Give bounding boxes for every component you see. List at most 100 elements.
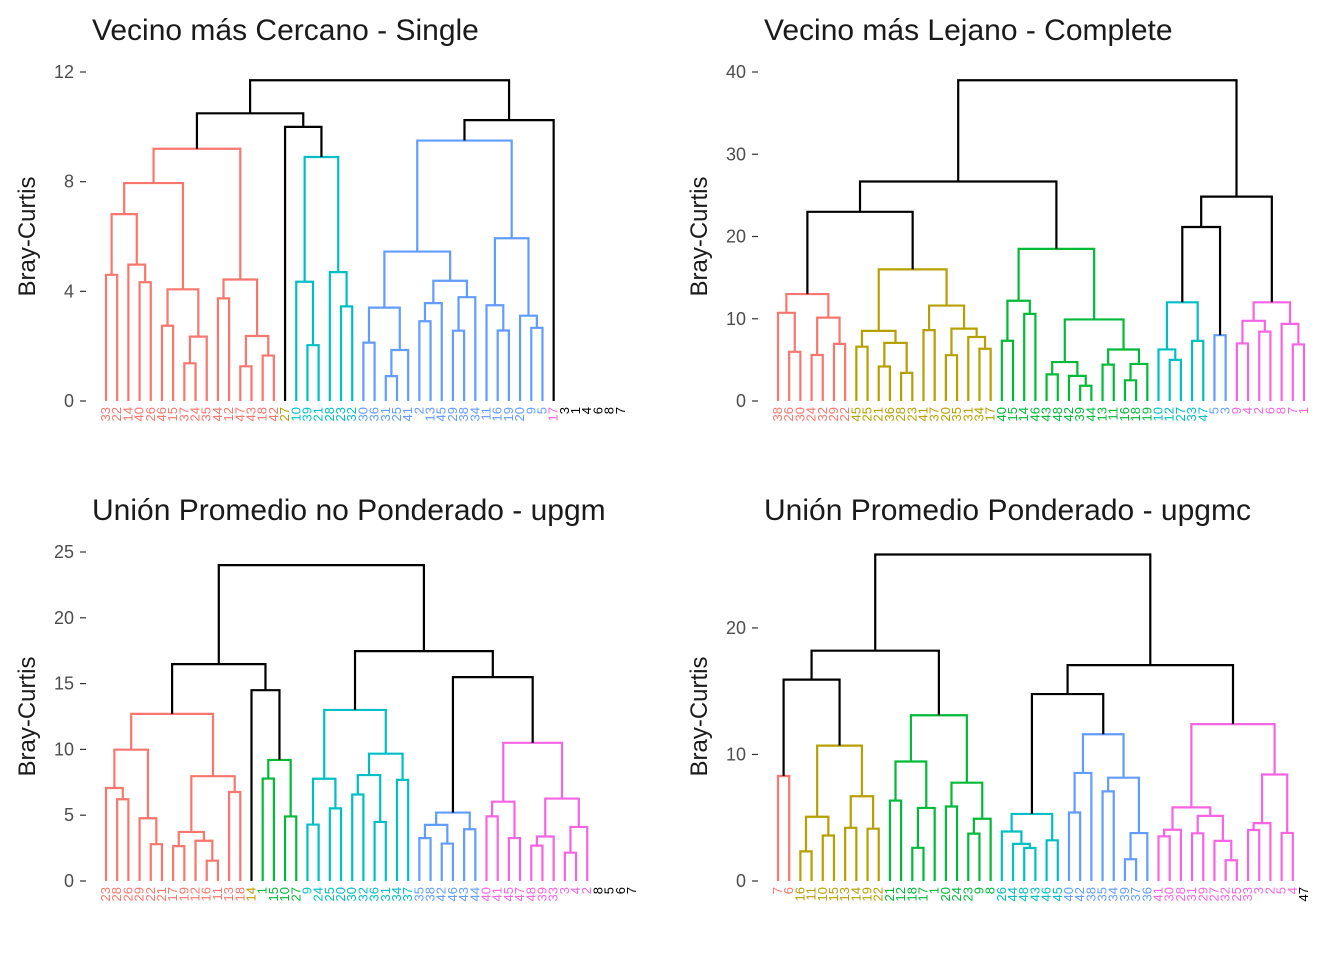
cluster-3-link xyxy=(283,815,298,881)
leaf-label: 6 xyxy=(613,887,628,894)
root-link xyxy=(1181,225,1222,336)
cluster-1-link xyxy=(810,353,824,401)
cluster-4-link xyxy=(362,341,376,401)
leaf-label: 8 xyxy=(602,407,617,414)
leaf-label: 9 xyxy=(1229,407,1244,414)
root-link xyxy=(217,564,426,665)
leaf-label: 38 xyxy=(1083,887,1098,901)
leaf-label: 37 xyxy=(176,407,191,421)
leaf-label: 31 xyxy=(378,407,393,421)
y-tick-label: 40 xyxy=(726,62,746,82)
leaf-label: 32 xyxy=(344,407,359,421)
leaf-label: 16 xyxy=(792,887,807,901)
cluster-5-link xyxy=(440,842,455,881)
leaf-label: 9 xyxy=(299,887,314,894)
leaf-label: 4 xyxy=(1285,887,1300,894)
chart-title: Vecino más Cercano - Single xyxy=(92,14,479,47)
leaf-label: 29 xyxy=(1195,887,1210,901)
cluster-3-link xyxy=(267,758,292,817)
cluster-4-link xyxy=(485,304,505,401)
y-tick-label: 20 xyxy=(726,227,746,247)
cluster-2-link xyxy=(877,268,948,331)
root-link xyxy=(810,649,940,716)
leaf-label: 40 xyxy=(994,407,1009,421)
cluster-2-link xyxy=(877,365,892,401)
cluster-4-link xyxy=(395,778,410,881)
leaf-label: 35 xyxy=(411,887,426,901)
cluster-6-link xyxy=(563,851,578,881)
leaf-label: 23 xyxy=(960,887,975,901)
leaf-label: 14 xyxy=(848,887,863,901)
leaf-label: 9 xyxy=(523,407,538,414)
leaf-label: 10 xyxy=(277,887,292,901)
panel-single: Vecino más Cercano - Single Bray-Curtis 0 4… xyxy=(0,0,672,480)
leaf-label: 39 xyxy=(534,887,549,901)
leaf-label: 43 xyxy=(1027,887,1042,901)
y-tick-label: 20 xyxy=(54,608,74,628)
cluster-2-link xyxy=(821,834,836,881)
leaf-label: 22 xyxy=(837,407,852,421)
y-tick-label: 5 xyxy=(64,805,74,825)
leaf-label: 34 xyxy=(1106,887,1121,901)
leaf-label: 24 xyxy=(188,407,203,421)
root-link xyxy=(806,210,914,295)
leaf-label: 14 xyxy=(1016,407,1031,421)
leaf-label: 25 xyxy=(389,407,404,421)
leaf-label: 11 xyxy=(804,887,819,901)
cluster-2-link xyxy=(816,744,864,817)
cluster-4-link xyxy=(1190,339,1205,401)
cluster-1-link xyxy=(113,748,150,819)
leaf-label: 5 xyxy=(534,407,549,414)
cluster-4-link xyxy=(493,237,530,316)
leaf-label: 12 xyxy=(1162,407,1177,421)
leaf-label: 43 xyxy=(1039,407,1054,421)
leaf-label: 4 xyxy=(1240,407,1255,414)
y-tick-label: 0 xyxy=(736,871,746,891)
leaf-label: 36 xyxy=(882,407,897,421)
leaf-label: 22 xyxy=(143,887,158,901)
y-tick-label: 12 xyxy=(54,62,74,82)
cluster-3-link xyxy=(1101,363,1115,401)
cluster-6-link xyxy=(1196,814,1224,841)
leaf-label: 17 xyxy=(915,887,930,901)
cluster-2-link xyxy=(883,341,908,373)
cluster-1-link xyxy=(785,292,830,318)
cluster-3-link xyxy=(1006,299,1031,341)
cluster-1-link xyxy=(205,859,220,881)
leaf-label: 18 xyxy=(904,887,919,901)
cluster-2-link xyxy=(866,827,880,881)
cluster-6-link xyxy=(1280,322,1300,401)
leaf-label: 38 xyxy=(423,887,438,901)
cluster-6-link xyxy=(1157,835,1171,881)
dendrogram-upgma: Unión Promedio no Ponderado - upgm Bray-C… xyxy=(14,494,639,901)
root-link xyxy=(957,79,1238,197)
cluster-6-link xyxy=(530,844,544,881)
leaf-label: 20 xyxy=(512,407,527,421)
leaf-label: 42 xyxy=(266,407,281,421)
leaf-label: 6 xyxy=(781,887,796,894)
leaf-label: 26 xyxy=(781,407,796,421)
leaf-label: 12 xyxy=(188,887,203,901)
cluster-5-link xyxy=(435,811,471,830)
leaf-label: 38 xyxy=(770,407,785,421)
leaf-label: 14 xyxy=(120,407,135,421)
cluster-2-link xyxy=(927,304,966,331)
cluster-4-link xyxy=(451,329,466,401)
leaf-label: 35 xyxy=(199,407,214,421)
cluster-3-link xyxy=(1107,348,1141,365)
cluster-6-link xyxy=(1190,832,1205,881)
leaf-label: 16 xyxy=(490,407,505,421)
cluster-5-link xyxy=(1067,811,1082,881)
leaf-label: 17 xyxy=(983,407,998,421)
cluster-5-link xyxy=(418,836,432,881)
panel-upgma: Unión Promedio no Ponderado - upgm Bray-C… xyxy=(0,480,672,960)
dendrogram-single: Vecino más Cercano - Single Bray-Curtis 0 4… xyxy=(14,14,628,421)
leaf-label: 3 xyxy=(1218,407,1233,414)
leaf-label: 7 xyxy=(1285,407,1300,414)
leaf-label: 2 xyxy=(1251,407,1266,414)
y-tick-label: 20 xyxy=(726,618,746,638)
leaf-label: 34 xyxy=(389,887,404,901)
leaf-label: 36 xyxy=(1139,887,1154,901)
leaf-label: 48 xyxy=(1016,887,1031,901)
leaf-label: 27 xyxy=(288,887,303,901)
